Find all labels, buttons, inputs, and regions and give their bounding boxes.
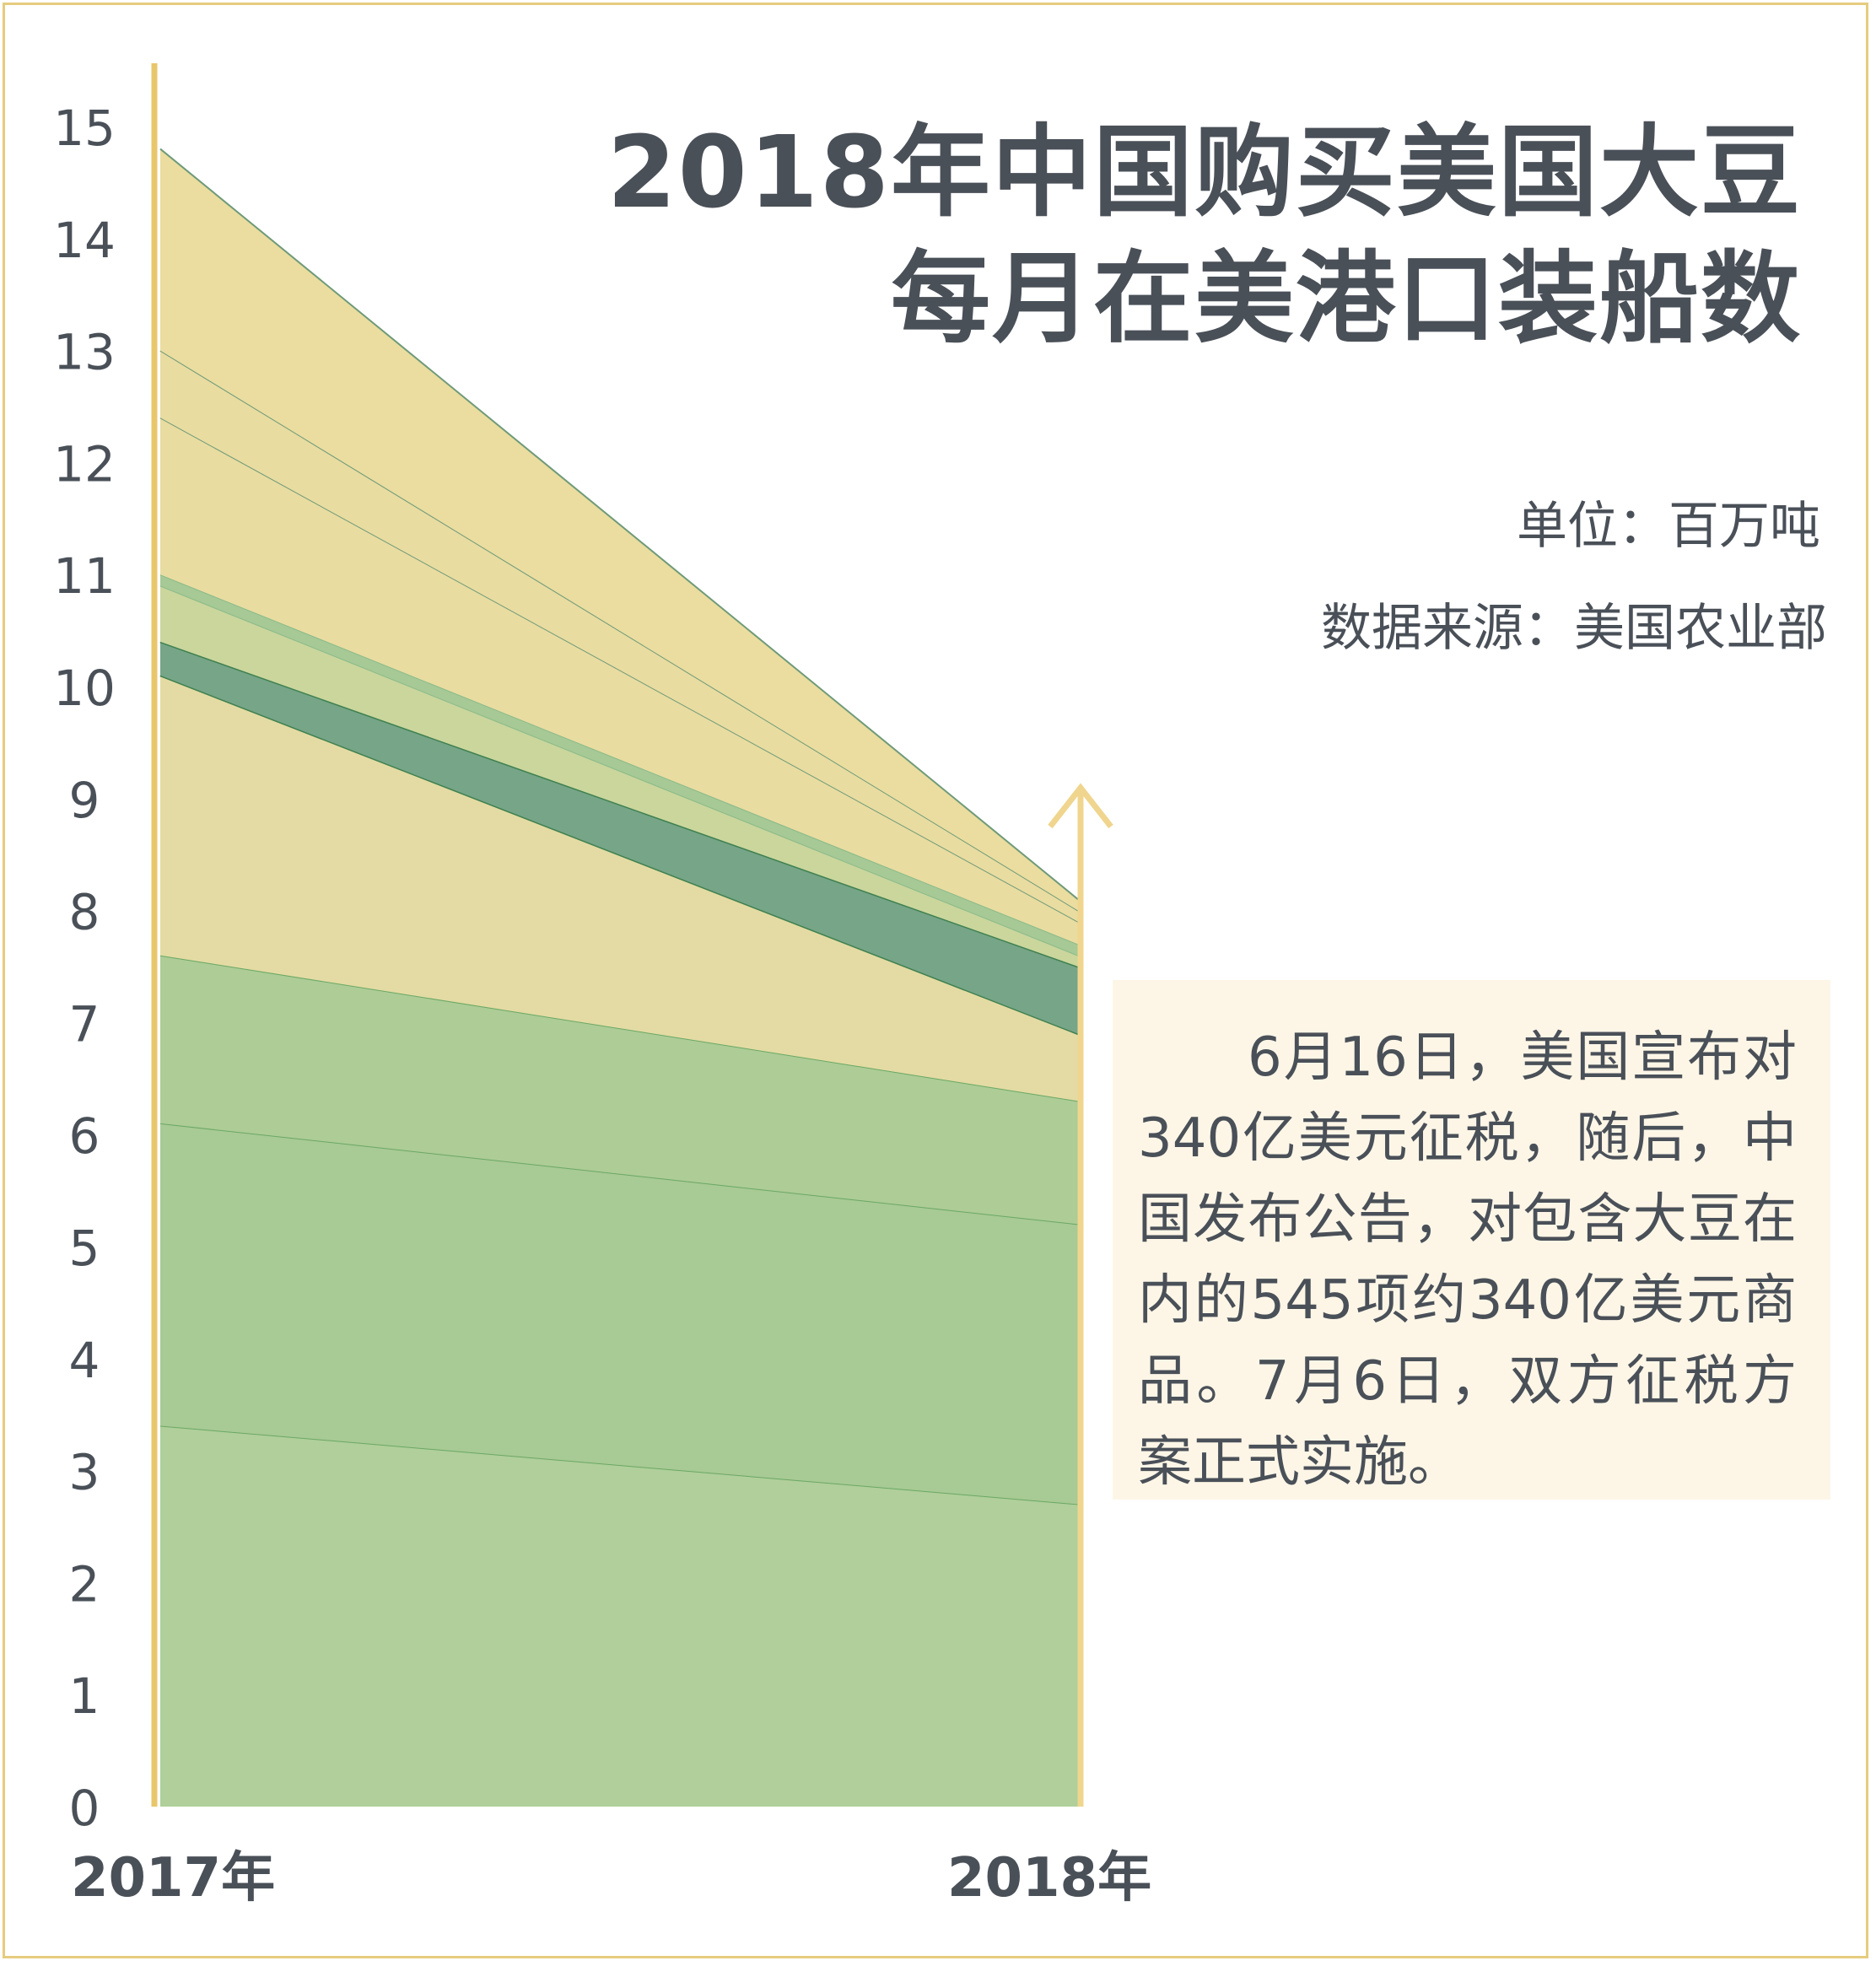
area-band-edge-10 [159,148,1079,901]
y-tick-label: 10 [53,660,116,717]
x-tick-label: 2017年 [71,1847,275,1909]
x-tick-labels: 2017年 2018年 [71,1847,1151,1909]
unit-label: 单位：百万吨 [1517,497,1820,556]
area-band-9 [160,350,1078,922]
y-tick-label: 3 [69,1444,100,1501]
y-tick-label: 14 [53,212,116,269]
axes [151,63,1113,1807]
annotation-box: 6月16日，美国宣布对340亿美元征税，随后，中国发布公告，对包含大豆在内的54… [1113,980,1830,1500]
area-band-10 [160,148,1078,911]
y-tick-label: 13 [53,324,116,381]
y-tick-label: 9 [69,772,100,829]
y-tick-label: 2 [69,1555,100,1613]
area-band-8 [160,417,1078,945]
y-tick-label: 11 [53,547,116,605]
area-band-2 [160,1123,1078,1505]
y-tick-label: 7 [69,995,100,1053]
y-tick-label: 15 [53,100,116,157]
y-tick-label: 0 [69,1780,100,1837]
y-tick-label: 1 [69,1667,100,1725]
y-tick-label: 8 [69,884,100,941]
y-tick-label: 4 [69,1332,100,1389]
chart-frame [3,3,1868,1958]
area-layers [159,148,1079,1807]
y-tick-label: 12 [53,435,116,493]
annotation-text: 6月16日，美国宣布对340亿美元征税，随后，中国发布公告，对包含大豆在内的54… [1138,1026,1797,1494]
y-tick-label: 5 [69,1220,100,1277]
arrow-up-icon [1048,783,1113,829]
area-band-7 [160,574,1078,956]
chart-title-line2: 每月在美港口装船数 [890,240,1802,357]
area-band-4 [160,675,1078,1101]
area-band-5 [160,641,1078,1034]
area-band-6 [160,585,1078,967]
area-band-1 [160,1425,1078,1807]
x-tick-label: 2018年 [947,1847,1151,1909]
y-tick-label: 6 [69,1107,100,1165]
area-band-3 [160,955,1078,1225]
source-label: 数据来源：美国农业部 [1321,599,1827,658]
chart-title-line1: 2018年中国购买美国大豆 [606,114,1802,230]
